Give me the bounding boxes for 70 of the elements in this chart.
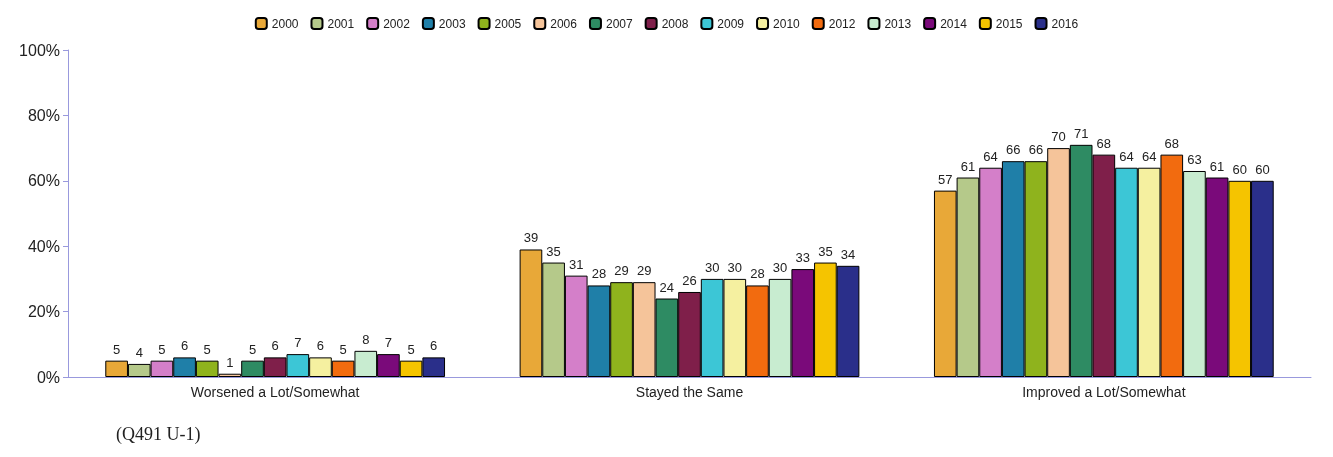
data-label: 26 bbox=[682, 272, 697, 288]
data-label: 24 bbox=[659, 279, 675, 295]
data-label: 5 bbox=[203, 341, 211, 357]
y-tick-label: 40% bbox=[27, 237, 60, 255]
data-label: 6 bbox=[180, 338, 189, 354]
legend-label: 2003 bbox=[438, 16, 466, 31]
data-label: 64 bbox=[1141, 148, 1157, 164]
y-tick-label: 0% bbox=[36, 368, 60, 386]
data-label: 5 bbox=[339, 341, 347, 357]
data-label: 68 bbox=[1096, 135, 1112, 151]
data-label: 29 bbox=[614, 263, 629, 279]
legend-label: 2006 bbox=[550, 16, 578, 31]
data-label: 28 bbox=[591, 266, 607, 282]
data-label: 66 bbox=[1006, 142, 1021, 158]
legend-label: 2010 bbox=[773, 16, 801, 31]
data-label: 34 bbox=[840, 246, 856, 262]
legend-label: 2013 bbox=[884, 16, 912, 31]
x-tick-label: Stayed the Same bbox=[635, 384, 744, 400]
data-label: 6 bbox=[316, 338, 325, 354]
legend-label: 2008 bbox=[661, 16, 689, 31]
text: (Q491 U-1) bbox=[116, 424, 201, 445]
legend-label: 2015 bbox=[995, 16, 1023, 31]
data-label: 35 bbox=[546, 243, 561, 259]
data-label: 70 bbox=[1051, 129, 1066, 145]
data-label: 29 bbox=[636, 263, 652, 279]
data-label: 30 bbox=[704, 259, 720, 275]
data-label: 5 bbox=[113, 341, 121, 357]
y-tick-label: 100% bbox=[19, 41, 60, 59]
data-label: 66 bbox=[1028, 142, 1044, 158]
legend-label: 2014 bbox=[940, 16, 968, 31]
legend-label: 2001 bbox=[327, 16, 355, 31]
data-label: 7 bbox=[294, 335, 302, 351]
data-label: 30 bbox=[727, 259, 743, 275]
y-tick-label: 80% bbox=[27, 106, 60, 124]
data-label: 61 bbox=[960, 158, 976, 174]
data-label: 39 bbox=[523, 230, 539, 246]
data-label: 61 bbox=[1209, 158, 1225, 174]
data-label: 64 bbox=[1119, 148, 1134, 164]
data-label: 28 bbox=[750, 266, 765, 282]
legend-label: 2005 bbox=[494, 16, 522, 31]
data-label: 68 bbox=[1164, 135, 1180, 151]
legend-label: 2009 bbox=[717, 16, 745, 31]
data-label: 30 bbox=[772, 259, 788, 275]
x-tick-label: Improved a Lot/Somewhat bbox=[1022, 384, 1186, 400]
data-label: 31 bbox=[569, 256, 584, 272]
data-label: 1 bbox=[226, 354, 234, 370]
data-label: 63 bbox=[1187, 151, 1202, 167]
legend-label: 2016 bbox=[1051, 16, 1079, 31]
legend-label: 2000 bbox=[271, 16, 299, 31]
data-label: 5 bbox=[248, 341, 257, 357]
x-tick-label: Worsened a Lot/Somewhat bbox=[190, 384, 360, 400]
data-label: 71 bbox=[1073, 125, 1089, 141]
data-label: 57 bbox=[938, 171, 953, 187]
data-label: 8 bbox=[362, 331, 370, 347]
data-label: 60 bbox=[1255, 161, 1270, 177]
y-tick-label: 60% bbox=[27, 172, 60, 190]
data-label: 4 bbox=[135, 344, 143, 360]
data-label: 6 bbox=[430, 338, 438, 354]
data-label: 7 bbox=[384, 335, 393, 351]
legend-label: 2007 bbox=[605, 16, 633, 31]
data-label: 60 bbox=[1232, 161, 1247, 177]
data-label: 35 bbox=[818, 243, 833, 259]
data-label: 6 bbox=[271, 338, 279, 354]
data-label: 5 bbox=[407, 341, 415, 357]
y-tick-label: 20% bbox=[27, 303, 60, 321]
legend-label: 2002 bbox=[383, 16, 411, 31]
data-label: 64 bbox=[983, 148, 998, 164]
legend-label: 2012 bbox=[828, 16, 856, 31]
data-label: 5 bbox=[158, 341, 166, 357]
data-label: 33 bbox=[795, 250, 810, 266]
